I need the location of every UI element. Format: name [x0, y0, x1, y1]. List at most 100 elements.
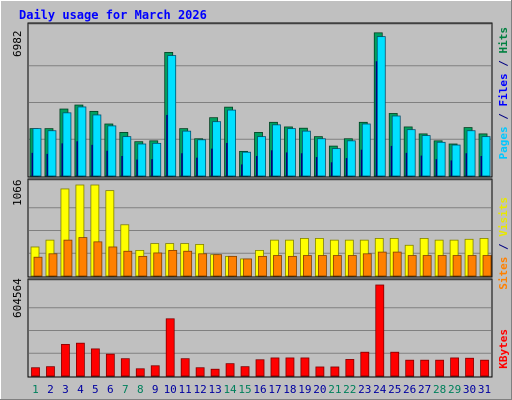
- day-label-27: 27: [418, 383, 431, 396]
- bar-pages-day-13: [211, 148, 213, 176]
- bar-sites-day-3: [63, 239, 73, 277]
- bars: [29, 32, 492, 377]
- bar-files-day-19: [302, 130, 311, 177]
- bar-files-day-21: [331, 148, 341, 177]
- bar-kbytes-day-16: [255, 359, 265, 377]
- bar-files-day-8: [137, 143, 147, 177]
- bar-files-day-5: [92, 114, 102, 177]
- bar-sites-day-28: [437, 255, 447, 277]
- bar-pages-day-30: [465, 153, 468, 176]
- legend-hits-item-2: Files: [497, 73, 510, 106]
- bar-kbytes-day-20: [315, 366, 325, 377]
- bar-kbytes-day-10: [165, 318, 175, 377]
- bar-kbytes-day-26: [405, 359, 415, 377]
- day-label-25: 25: [388, 383, 401, 396]
- day-label-18: 18: [283, 383, 296, 396]
- bar-kbytes-day-8: [135, 368, 145, 377]
- legend-hits-item-3: /: [497, 54, 510, 74]
- bar-pages-day-29: [450, 160, 453, 176]
- day-label-23: 23: [358, 383, 371, 396]
- visits-legend: Sites / Visits: [497, 197, 510, 290]
- bar-sites-day-11: [183, 250, 193, 277]
- bar-sites-day-16: [258, 255, 267, 277]
- bar-pages-day-1: [31, 152, 33, 176]
- bar-pages-day-4: [76, 141, 78, 176]
- bar-files-day-18: [287, 128, 296, 177]
- bar-sites-day-21: [332, 255, 342, 277]
- day-label-16: 16: [253, 383, 266, 396]
- bar-pages-day-2: [46, 153, 48, 176]
- bar-files-day-30: [466, 130, 476, 177]
- bar-files-day-25: [391, 115, 401, 177]
- bar-files-day-2: [47, 130, 57, 177]
- hits-legend: Pages / Files / Hits: [497, 27, 510, 160]
- bar-kbytes-day-12: [195, 367, 205, 377]
- day-label-10: 10: [164, 383, 177, 396]
- bar-sites-day-4: [78, 237, 88, 277]
- bar-files-day-13: [212, 121, 222, 177]
- bar-files-day-3: [62, 112, 72, 177]
- bar-kbytes-day-29: [450, 357, 459, 377]
- bar-sites-day-13: [213, 254, 223, 277]
- bar-pages-day-7: [121, 155, 123, 176]
- bar-pages-day-15: [241, 164, 243, 176]
- day-label-19: 19: [298, 383, 311, 396]
- bar-pages-day-21: [330, 162, 333, 176]
- bar-pages-day-25: [390, 145, 393, 176]
- bar-kbytes-day-14: [225, 363, 235, 377]
- bar-files-day-1: [32, 128, 42, 177]
- hits-max-label: 6982: [11, 31, 24, 58]
- bar-sites-day-9: [153, 252, 163, 277]
- bar-files-day-23: [361, 123, 371, 177]
- bar-kbytes-day-6: [105, 353, 115, 377]
- bar-files-day-7: [122, 136, 132, 177]
- bar-pages-day-9: [151, 159, 153, 176]
- bar-sites-day-30: [467, 255, 477, 277]
- bar-files-day-6: [107, 125, 117, 177]
- day-label-1: 1: [32, 383, 39, 396]
- bar-pages-day-11: [181, 153, 183, 176]
- bar-files-day-20: [316, 138, 326, 177]
- bar-kbytes-day-11: [180, 358, 190, 377]
- bar-sites-day-29: [452, 255, 462, 277]
- bar-pages-day-18: [285, 152, 288, 176]
- bar-kbytes-day-23: [360, 351, 370, 377]
- legend-visits-text: Sites / Visits: [497, 197, 510, 290]
- bar-files-day-28: [436, 141, 446, 177]
- bar-kbytes-day-24: [375, 284, 385, 377]
- bar-kbytes-day-13: [210, 368, 220, 377]
- bar-sites-day-17: [273, 255, 282, 277]
- bar-kbytes-day-15: [240, 366, 250, 377]
- bar-files-day-12: [197, 139, 207, 177]
- bar-files-day-24: [376, 36, 386, 177]
- bar-kbytes-day-2: [46, 366, 55, 377]
- day-label-14: 14: [223, 383, 237, 396]
- day-label-29: 29: [448, 383, 461, 396]
- bar-sites-day-12: [198, 253, 208, 277]
- bar-sites-day-7: [123, 250, 133, 277]
- day-label-7: 7: [122, 383, 129, 396]
- bar-sites-day-22: [347, 255, 357, 277]
- bar-kbytes-day-7: [120, 358, 130, 377]
- bar-files-day-27: [421, 135, 431, 177]
- bar-kbytes-day-21: [330, 366, 340, 377]
- bar-sites-day-20: [317, 255, 327, 277]
- day-label-22: 22: [343, 383, 356, 396]
- bar-kbytes-day-3: [61, 343, 70, 377]
- bar-files-day-31: [481, 136, 491, 177]
- legend-hits-item-0: Pages: [497, 126, 510, 159]
- bar-kbytes-day-18: [285, 357, 295, 377]
- bar-kbytes-day-4: [76, 342, 85, 377]
- chart-title: Daily usage for March 2026: [19, 8, 207, 22]
- bar-pages-day-17: [270, 150, 273, 176]
- day-label-5: 5: [92, 383, 99, 396]
- bar-files-day-16: [257, 136, 266, 177]
- day-label-3: 3: [62, 383, 69, 396]
- bar-pages-day-27: [420, 155, 423, 176]
- bar-kbytes-day-28: [435, 359, 445, 377]
- bar-pages-day-23: [360, 149, 363, 176]
- bar-kbytes-day-27: [420, 359, 430, 377]
- bar-kbytes-day-31: [480, 359, 489, 377]
- bar-kbytes-day-9: [150, 365, 160, 377]
